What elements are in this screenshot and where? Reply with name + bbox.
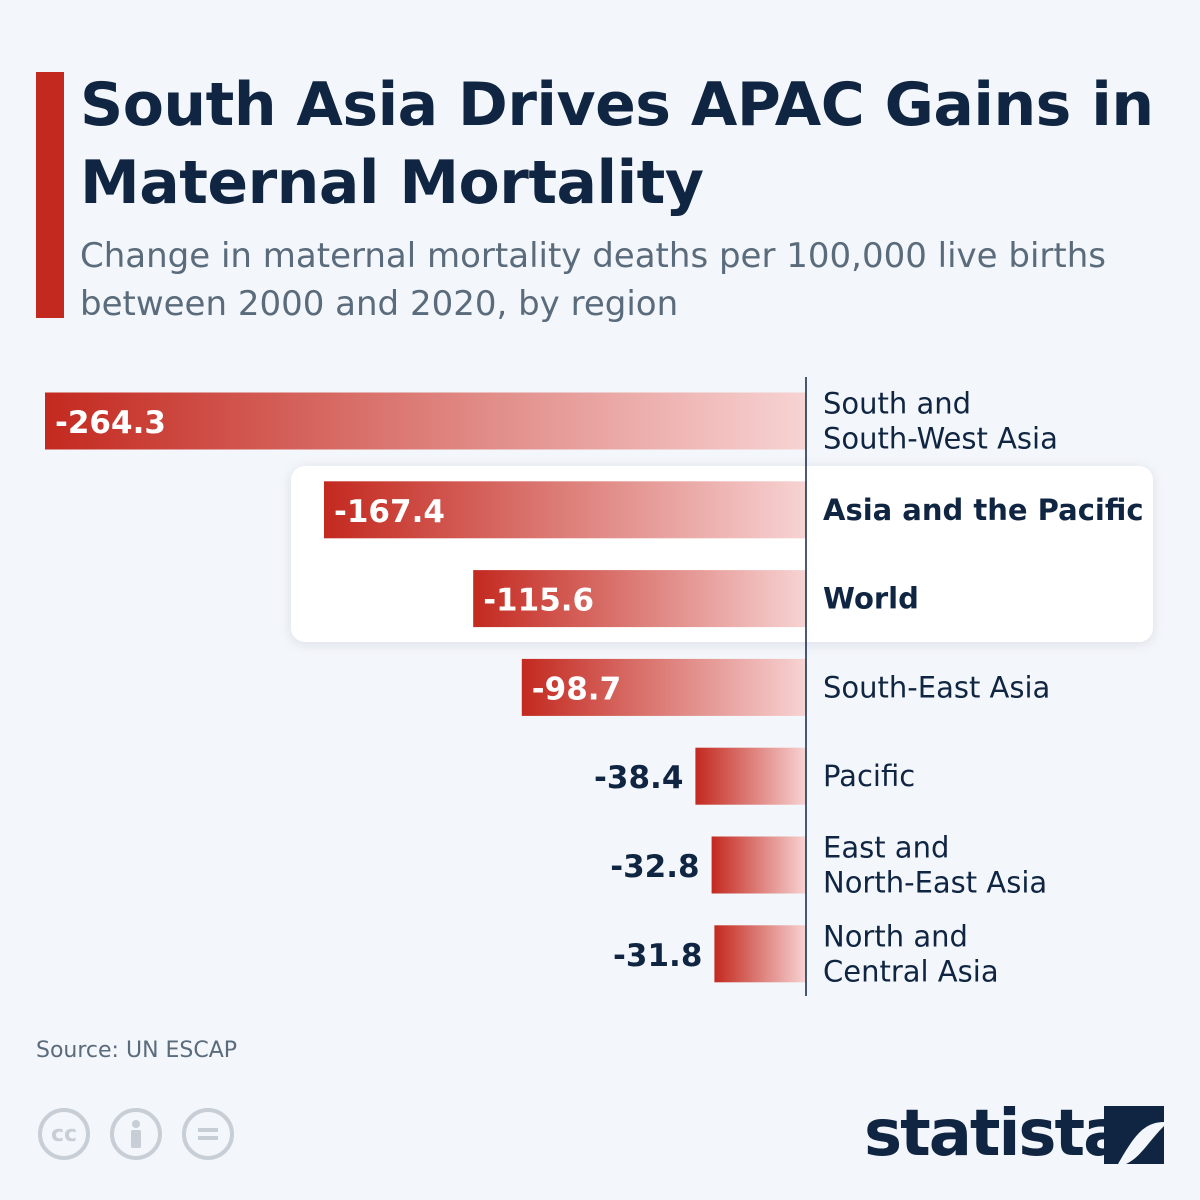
bar-6 bbox=[714, 925, 806, 983]
category-label-line: Asia and the Pacific bbox=[823, 493, 1144, 527]
equals-icon bbox=[198, 1128, 218, 1140]
title-accent-bar bbox=[36, 72, 64, 318]
bar-5 bbox=[711, 836, 806, 894]
category-label-line: Central Asia bbox=[823, 954, 999, 988]
chart-title: South Asia Drives APAC Gains in Maternal… bbox=[80, 70, 1154, 218]
statista-wordmark[interactable]: statista bbox=[864, 1097, 1126, 1171]
category-label-4: Pacific bbox=[823, 759, 915, 793]
value-label-6: -31.8 bbox=[613, 938, 702, 974]
cc-icon[interactable]: cc bbox=[38, 1108, 90, 1160]
category-label-6: North and Central Asia bbox=[823, 919, 999, 988]
category-label-line: South-East Asia bbox=[823, 670, 1050, 704]
attribution-icon[interactable] bbox=[110, 1108, 162, 1160]
no-derivatives-icon[interactable] bbox=[182, 1108, 234, 1160]
category-label-3: South-East Asia bbox=[823, 670, 1050, 704]
value-label-2: -115.6 bbox=[483, 583, 594, 619]
bar-4 bbox=[695, 747, 806, 805]
category-label-5: East and North-East Asia bbox=[823, 831, 1047, 900]
value-label-4: -38.4 bbox=[594, 760, 683, 796]
statista-logo-icon[interactable] bbox=[1104, 1106, 1164, 1164]
bar-2 bbox=[473, 570, 806, 628]
value-label-5: -32.8 bbox=[610, 849, 699, 885]
bar-3 bbox=[521, 658, 806, 716]
chart-subtitle: Change in maternal mortality deaths per … bbox=[80, 236, 1106, 324]
person-icon bbox=[131, 1120, 141, 1148]
category-label-1: Asia and the Pacific bbox=[823, 493, 1144, 527]
value-label-1: -167.4 bbox=[334, 494, 445, 530]
value-label-0: -264.3 bbox=[55, 405, 166, 441]
category-label-line: South-West Asia bbox=[823, 422, 1058, 456]
bar-1 bbox=[324, 481, 806, 539]
value-label-3: -98.7 bbox=[532, 671, 621, 707]
source-note: Source: UN ESCAP bbox=[36, 1038, 238, 1063]
category-label-line: World bbox=[823, 582, 919, 616]
category-label-line: North and bbox=[823, 919, 968, 953]
bar-chart: -264.3 South and South-West Asia -167.4 Asia… bbox=[45, 377, 1144, 996]
category-label-line: East and bbox=[823, 831, 949, 865]
bar-0 bbox=[45, 392, 806, 450]
category-label-line: North-East Asia bbox=[823, 866, 1047, 900]
category-label-0: South and South-West Asia bbox=[823, 387, 1058, 456]
category-label-line: South and bbox=[823, 387, 971, 421]
category-label-2: World bbox=[823, 582, 919, 616]
category-label-line: Pacific bbox=[823, 759, 915, 793]
